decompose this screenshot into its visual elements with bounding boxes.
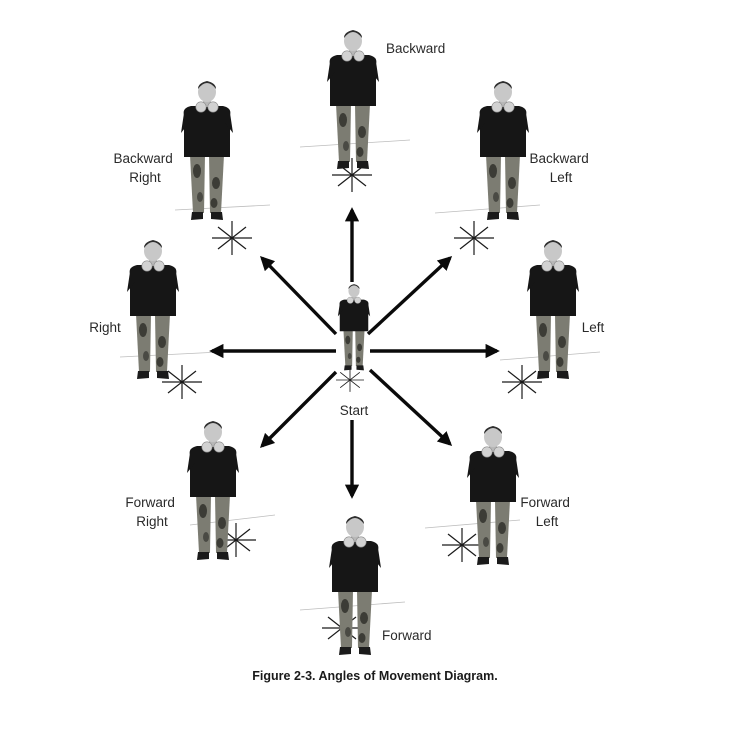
label-right: Right — [89, 320, 121, 335]
soldier-figure-backward-right — [180, 80, 234, 221]
arrow-forward-left — [368, 368, 453, 446]
soldier-figure-forward-right — [186, 420, 240, 561]
arrow-backward-left — [366, 256, 453, 336]
soldier-figure-right — [126, 239, 180, 380]
label-forward-right: Forward Right — [125, 495, 178, 529]
soldier-figures — [126, 29, 580, 656]
soldier-figure-backward — [326, 29, 380, 170]
label-backward-left: Backward Left — [529, 151, 592, 185]
soldier-figure-start — [337, 283, 371, 371]
soldier-figure-forward — [328, 515, 382, 656]
arrow-backward-right — [260, 255, 338, 336]
label-backward: Backward — [386, 41, 445, 56]
foot-position-star-right — [161, 364, 203, 400]
soldier-figure-forward-left — [466, 425, 520, 566]
label-forward: Forward — [382, 628, 432, 643]
label-forward-left: Forward Left — [520, 495, 573, 529]
foot-position-star-backward-left — [453, 220, 495, 256]
soldier-figure-backward-left — [476, 80, 530, 221]
label-left: Left — [582, 320, 605, 335]
foot-position-star-left — [501, 364, 543, 400]
arrow-forward-right — [259, 370, 338, 449]
soldier-figure-left — [526, 239, 580, 380]
direction-arrows — [209, 207, 500, 499]
foot-position-star-forward-left — [441, 527, 483, 563]
figure-caption: Figure 2-3. Angles of Movement Diagram. — [252, 669, 498, 683]
label-start: Start — [340, 403, 369, 418]
foot-position-star-start — [335, 367, 365, 393]
foot-position-star-backward-right — [211, 220, 253, 256]
direction-labels: Backward Backward Right Backward Left Ri… — [89, 41, 604, 643]
label-backward-right: Backward Right — [113, 151, 176, 185]
